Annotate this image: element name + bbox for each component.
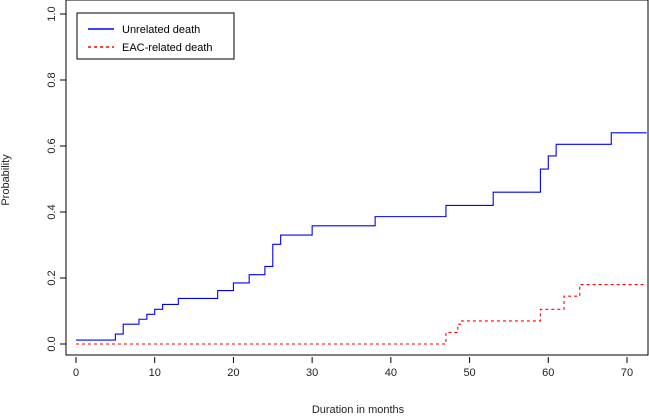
series-line-eac-related-death <box>76 284 647 345</box>
x-tick-label: 60 <box>542 367 554 379</box>
x-tick-label: 30 <box>306 367 318 379</box>
series-line-unrelated-death <box>76 132 647 341</box>
x-tick-label: 0 <box>73 367 79 379</box>
y-tick-label: 0.8 <box>46 72 58 87</box>
x-axis-title: Duration in months <box>312 404 405 416</box>
plot-frame <box>65 0 649 356</box>
x-tick-label: 20 <box>227 367 239 379</box>
legend: Unrelated death EAC-related death <box>76 12 235 60</box>
x-tick-label: 10 <box>149 367 161 379</box>
legend-label-eac: EAC-related death <box>122 42 213 54</box>
y-axis-title: Probability <box>0 154 12 206</box>
x-tick-label: 70 <box>621 367 633 379</box>
axes: 0 10 20 30 40 50 60 70 0.0 0.2 0.4 0.6 0.8 1.0 <box>46 0 649 379</box>
series-layer <box>76 132 647 345</box>
y-tick-label: 0.6 <box>46 138 58 153</box>
x-tick-label: 50 <box>463 367 475 379</box>
y-tick-label: 0.0 <box>46 336 58 351</box>
legend-label-unrelated: Unrelated death <box>122 24 200 36</box>
legend-box <box>76 12 235 60</box>
y-tick-label: 0.4 <box>46 204 58 219</box>
x-tick-label: 40 <box>385 367 397 379</box>
y-tick-label: 1.0 <box>46 6 58 21</box>
y-tick-label: 0.2 <box>46 270 58 285</box>
